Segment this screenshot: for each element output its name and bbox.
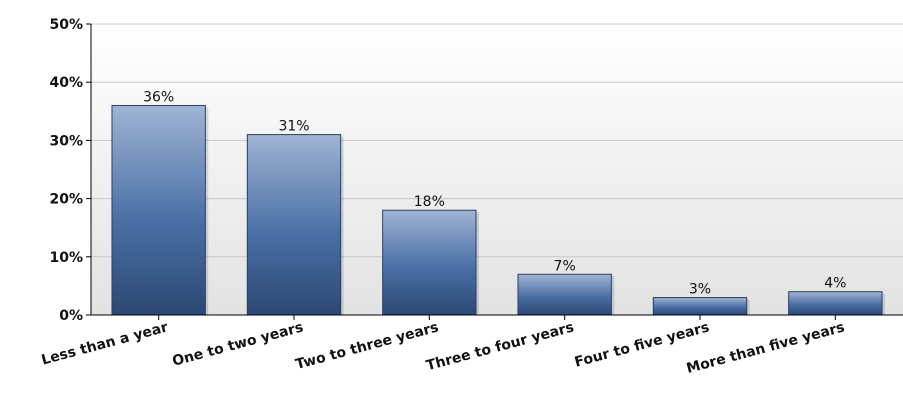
y-tick-labels: 0% 10% 20% 30% 40% 50% — [49, 17, 83, 324]
data-label: 7% — [554, 258, 576, 274]
plot-area — [91, 24, 903, 315]
bar — [517, 273, 612, 316]
bar — [111, 104, 206, 316]
x-tick-label: Three to four years — [425, 319, 576, 374]
x-tick-label: One to two years — [171, 319, 305, 369]
data-labels: 36% 31% 18% 7% 3% 4% — [143, 89, 846, 297]
x-tick-label: Less than a year — [40, 319, 170, 368]
bar — [246, 134, 342, 316]
grid-lines — [86, 23, 903, 320]
data-label: 18% — [414, 194, 445, 210]
bar — [652, 297, 748, 316]
data-label: 36% — [143, 89, 174, 105]
axes — [90, 24, 903, 316]
bars — [111, 104, 886, 316]
bar — [382, 209, 477, 316]
data-label: 31% — [278, 119, 309, 135]
y-tick-label: 20% — [49, 192, 83, 208]
y-tick-label: 10% — [49, 250, 83, 266]
data-label: 3% — [689, 282, 711, 298]
data-label: 4% — [824, 276, 846, 292]
plot-background — [91, 24, 903, 315]
bar — [788, 291, 883, 316]
y-tick-label: 30% — [49, 133, 83, 149]
y-tick-label: 50% — [49, 17, 83, 33]
y-tick-label: 0% — [59, 308, 83, 324]
y-tick-label: 40% — [49, 75, 83, 91]
x-tick-label: Two to three years — [294, 319, 440, 373]
